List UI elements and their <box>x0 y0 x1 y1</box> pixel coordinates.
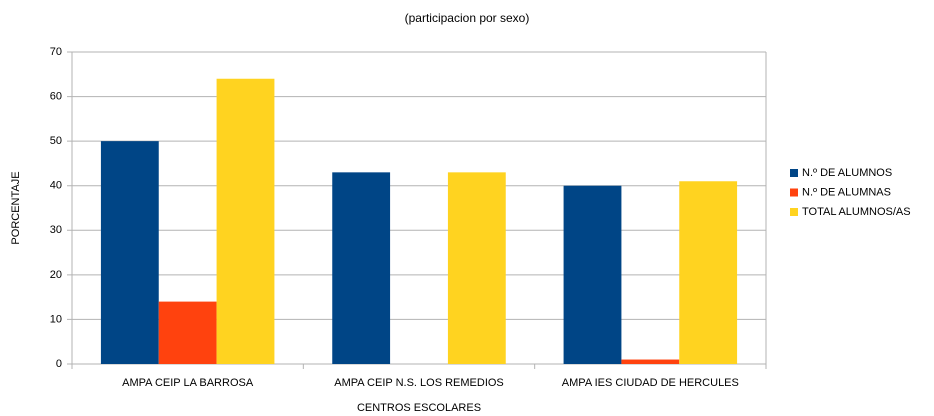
legend-label: TOTAL ALUMNOS/AS <box>802 206 911 218</box>
y-tick-label: 0 <box>56 358 62 370</box>
y-tick-label: 10 <box>50 313 62 325</box>
chart-title: (participacion por sexo) <box>405 11 530 25</box>
x-tick-label: AMPA IES CIUDAD DE HERCULES <box>562 377 739 389</box>
y-tick-label: 20 <box>50 269 62 281</box>
bar <box>158 301 217 364</box>
bar <box>563 185 622 364</box>
legend-label: N.º DE ALUMNOS <box>802 167 892 179</box>
legend-swatch <box>790 169 798 177</box>
y-tick-label: 60 <box>50 90 62 102</box>
x-axis-label: CENTROS ESCOLARES <box>357 402 481 414</box>
y-tick-label: 70 <box>50 46 62 58</box>
y-tick-label: 50 <box>50 135 62 147</box>
y-tick-label: 40 <box>50 180 62 192</box>
y-tick-label: 30 <box>50 224 62 236</box>
legend-swatch <box>790 188 798 197</box>
bar <box>100 141 159 364</box>
bar <box>216 78 275 364</box>
y-axis-label: PORCENTAJE <box>10 171 22 244</box>
legend-label: N.º DE ALUMNAS <box>802 186 891 198</box>
x-tick-label: AMPA CEIP N.S. LOS REMEDIOS <box>334 377 504 389</box>
bar <box>447 172 506 364</box>
bar <box>332 172 391 364</box>
x-tick-label: AMPA CEIP LA BARROSA <box>122 377 254 389</box>
legend-swatch <box>790 208 798 216</box>
bar <box>621 359 680 364</box>
bar <box>679 181 738 364</box>
